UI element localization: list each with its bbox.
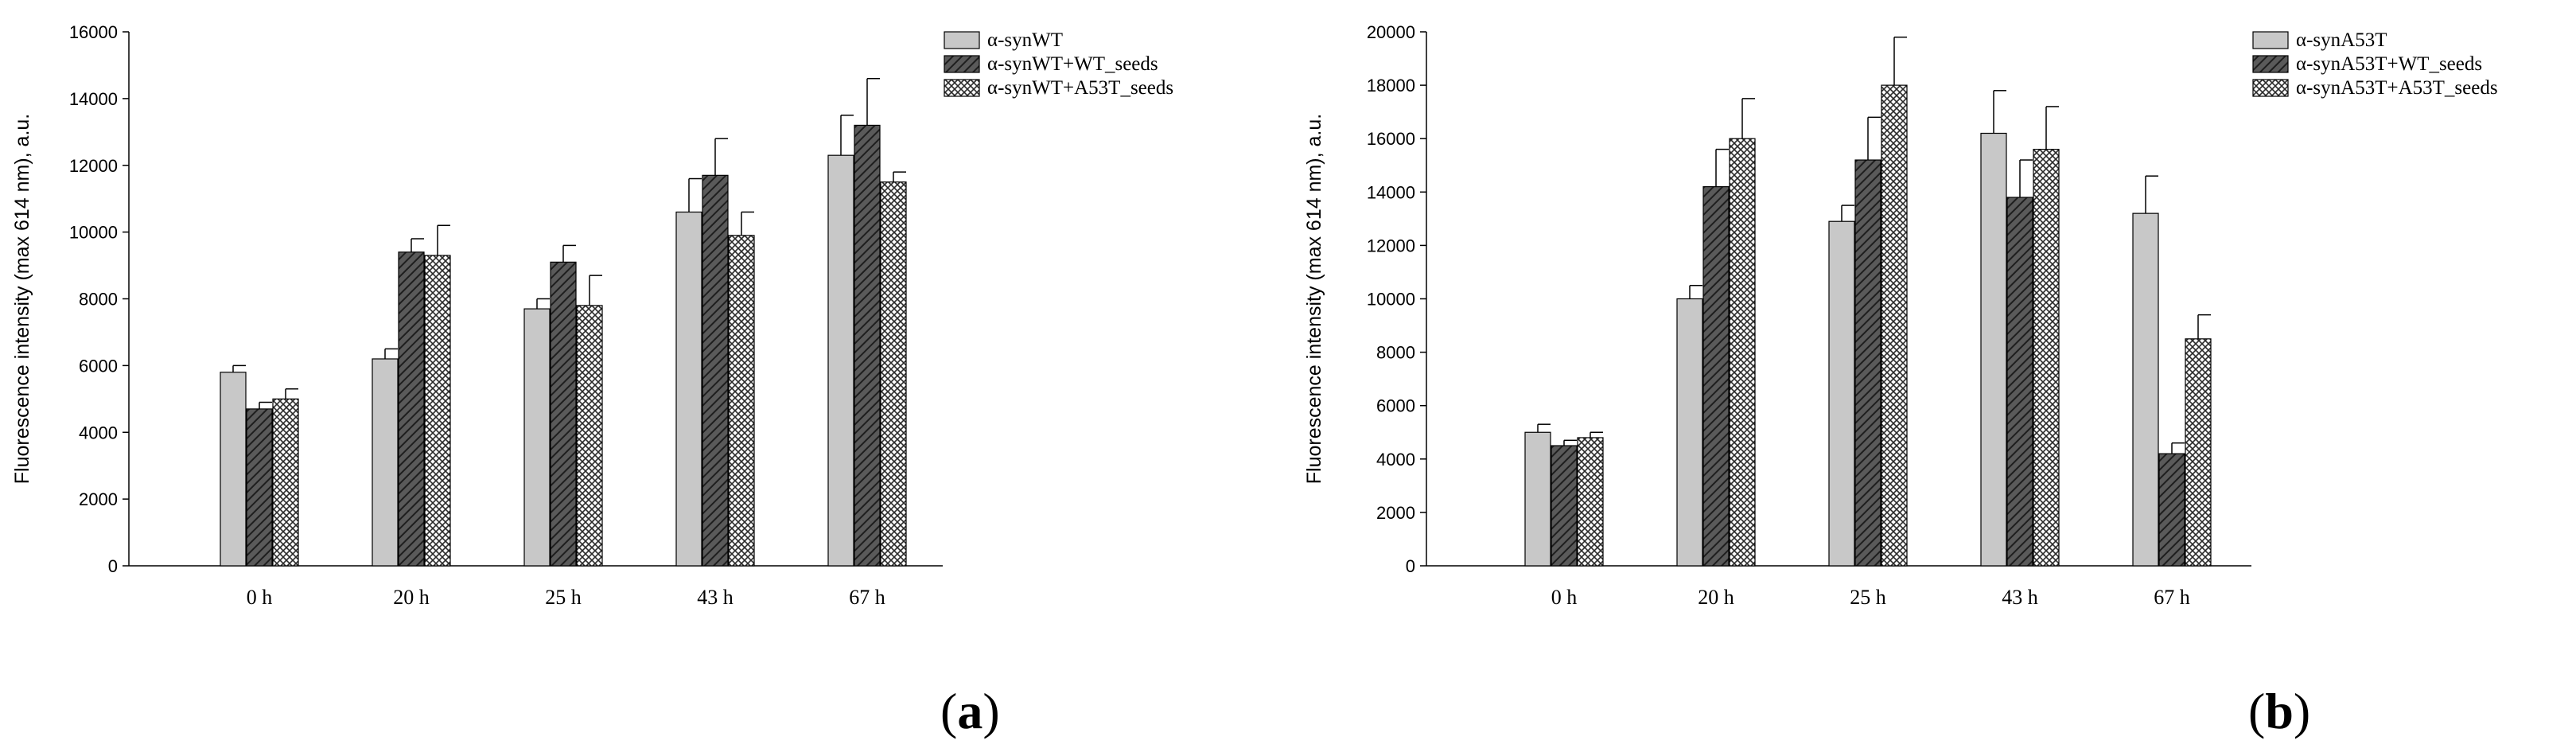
- bar-a-43h-s2: [728, 235, 755, 567]
- bar-a-67h-s2: [880, 181, 907, 567]
- bar-b-0h-s0: [1524, 431, 1551, 567]
- y-tick-label-b: 20000: [1367, 22, 1415, 42]
- legend-label-a-s2: α-synWT+A53T_seeds: [987, 77, 1173, 99]
- bar-a-0h-s0: [220, 372, 247, 567]
- bar-a-67h-s0: [827, 154, 854, 567]
- y-tick-label-b: 16000: [1367, 129, 1415, 149]
- bar-b-20h-s2: [1729, 138, 1756, 567]
- bar-b-20h-s1: [1702, 185, 1730, 567]
- bar-a-25h-s2: [576, 305, 603, 567]
- y-tick-label-b: 8000: [1376, 343, 1415, 363]
- bar-a-43h-s0: [675, 211, 702, 567]
- panel-label-a-letter: a: [957, 683, 983, 739]
- legend-swatch-a-s1: [944, 55, 980, 73]
- bar-a-25h-s1: [550, 261, 577, 567]
- panel-label-b-letter: b: [2265, 683, 2294, 739]
- bar-b-25h-s1: [1854, 159, 1881, 567]
- chart-panel-a: 0 2000 4000 6000 8000 10000 12000 14000 16000 Flu…: [11, 22, 1173, 609]
- x-category-label-b: 67 h: [2154, 586, 2190, 609]
- legend-swatch-a-s2: [944, 79, 980, 97]
- bar-a-0h-s1: [246, 408, 273, 567]
- bar-b-0h-s2: [1577, 437, 1604, 567]
- y-tick-label-b: 12000: [1367, 236, 1415, 255]
- legend-swatch-b-s0: [2252, 31, 2289, 49]
- y-axis-title-a: Fluorescence intensity (max 614 nm), a.u…: [11, 114, 33, 484]
- x-category-label-a: 25 h: [545, 586, 582, 609]
- chart-panel-b: 0 2000 4000 6000 8000 10000 12000 14000 16000 180…: [1303, 22, 2498, 609]
- y-tick-label-a: 0: [108, 556, 118, 576]
- bar-a-20h-s2: [424, 255, 451, 567]
- legend-label-b-s2: α-synA53T+A53T_seeds: [2296, 77, 2498, 99]
- y-tick-label-a: 6000: [79, 356, 118, 376]
- y-tick-label-b: 6000: [1376, 396, 1415, 416]
- y-tick-label-a: 12000: [69, 156, 118, 176]
- panel-label-a: (a): [940, 683, 1000, 739]
- y-tick-label-a: 10000: [69, 223, 118, 243]
- y-tick-label-a: 14000: [69, 89, 118, 109]
- x-category-label-a: 0 h: [247, 586, 273, 609]
- bar-b-67h-s1: [2158, 453, 2185, 567]
- x-category-label-a: 67 h: [849, 586, 885, 609]
- bar-a-20h-s1: [398, 251, 425, 567]
- bar-b-25h-s0: [1828, 220, 1855, 567]
- bar-b-25h-s2: [1881, 84, 1908, 567]
- y-tick-label-a: 4000: [79, 423, 118, 442]
- bar-a-0h-s2: [272, 398, 299, 567]
- x-category-label-b: 0 h: [1551, 586, 1578, 609]
- legend-label-a-s0: α-synWT: [987, 29, 1063, 51]
- panel-label-a-close: ): [983, 683, 999, 739]
- panel-label-b-close: ): [2294, 683, 2310, 739]
- panel-label-b-open: (: [2248, 683, 2265, 739]
- bar-b-0h-s1: [1551, 445, 1578, 567]
- y-tick-label-b: 2000: [1376, 503, 1415, 523]
- legend-label-b-s1: α-synA53T+WT_seeds: [2296, 53, 2482, 75]
- y-tick-label-a: 16000: [69, 22, 118, 42]
- bar-b-67h-s2: [2185, 338, 2212, 567]
- x-category-label-a: 20 h: [393, 586, 430, 609]
- y-tick-label-b: 10000: [1367, 290, 1415, 310]
- y-tick-label-b: 14000: [1367, 182, 1415, 202]
- y-tick-label-a: 8000: [79, 290, 118, 310]
- legend-label-a-s1: α-synWT+WT_seeds: [987, 53, 1158, 75]
- bar-b-67h-s0: [2132, 212, 2159, 567]
- legend-swatch-b-s2: [2252, 79, 2289, 97]
- y-tick-label-b: 4000: [1376, 450, 1415, 470]
- x-category-label-b: 25 h: [1850, 586, 1886, 609]
- bar-b-43h-s2: [2033, 149, 2060, 567]
- bar-a-67h-s1: [854, 124, 881, 567]
- x-category-label-b: 43 h: [2002, 586, 2038, 609]
- bar-b-43h-s1: [2006, 197, 2033, 567]
- panel-label-b: (b): [2248, 683, 2310, 739]
- bar-a-25h-s0: [523, 308, 551, 567]
- bar-b-43h-s0: [1980, 132, 2007, 567]
- bar-a-20h-s0: [372, 358, 399, 567]
- y-axis-title-b: Fluorescence intensity (max 614 nm), a.u…: [1303, 114, 1325, 484]
- legend-swatch-a-s0: [944, 31, 980, 49]
- x-category-label-a: 43 h: [697, 586, 733, 609]
- bar-a-43h-s1: [702, 174, 729, 567]
- legend-swatch-b-s1: [2252, 55, 2289, 73]
- y-tick-label-b: 0: [1406, 556, 1415, 576]
- legend-label-b-s0: α-synA53T: [2296, 29, 2387, 51]
- y-tick-label-a: 2000: [79, 489, 118, 509]
- panel-label-a-open: (: [940, 683, 957, 739]
- y-tick-label-b: 18000: [1367, 76, 1415, 95]
- bar-b-20h-s0: [1676, 298, 1703, 567]
- x-category-label-b: 20 h: [1698, 586, 1734, 609]
